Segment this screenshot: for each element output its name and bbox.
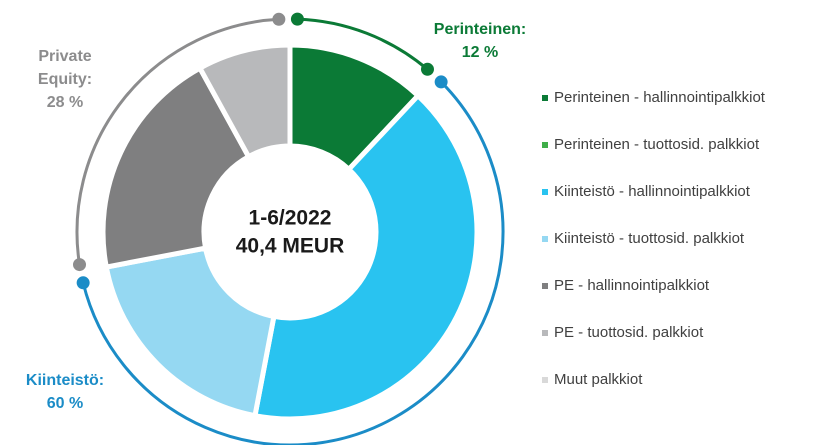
donut-segment — [100, 64, 252, 270]
arc-end-dot — [290, 12, 304, 26]
arc-end-dot — [272, 12, 286, 26]
group-arc — [297, 17, 429, 71]
group-label: Equity: — [38, 71, 92, 88]
legend-label: PE - tuottosid. palkkiot — [554, 324, 704, 341]
legend-label: Kiinteistö - hallinnointipalkkiot — [554, 183, 751, 200]
donut-segment — [196, 42, 293, 161]
legend-label: PE - hallinnointipalkkiot — [554, 277, 710, 294]
group-arc — [81, 80, 505, 445]
donut-segment — [252, 92, 480, 422]
group-arc — [75, 17, 279, 265]
arc-end-dot — [434, 75, 448, 89]
group-label: Private — [38, 48, 91, 65]
donut-segment — [103, 245, 277, 419]
legend-marker — [542, 95, 548, 101]
group-value-label: 28 % — [47, 94, 83, 111]
legend-marker — [542, 330, 548, 336]
legend-label: Perinteinen - tuottosid. palkkiot — [554, 136, 760, 153]
legend-marker — [542, 189, 548, 195]
arc-end-dot — [76, 276, 90, 290]
arc-end-dot — [420, 62, 434, 76]
group-value-label: 12 % — [462, 44, 498, 61]
legend-label: Muut palkkiot — [554, 371, 643, 388]
group-label: Kiinteistö: — [26, 372, 104, 389]
legend-marker — [542, 142, 548, 148]
group-value-label: 60 % — [47, 395, 83, 412]
center-label: 1-6/2022 — [249, 207, 332, 230]
legend-marker — [542, 283, 548, 289]
group-label: Perinteinen: — [434, 21, 526, 38]
legend-marker — [542, 377, 548, 383]
center-label: 40,4 MEUR — [236, 235, 345, 258]
legend-marker — [542, 236, 548, 242]
legend-label: Perinteinen - hallinnointipalkkiot — [554, 89, 766, 106]
arc-end-dot — [73, 258, 87, 272]
legend-label: Kiinteistö - tuottosid. palkkiot — [554, 230, 745, 247]
